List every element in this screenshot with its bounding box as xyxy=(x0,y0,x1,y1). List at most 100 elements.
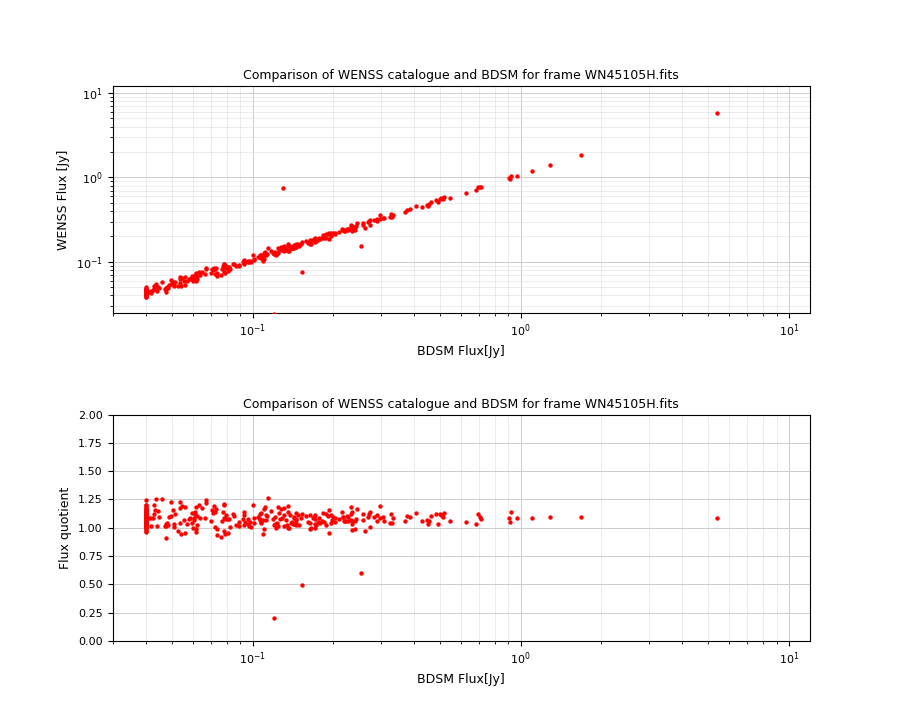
Point xyxy=(259,248,274,259)
Point xyxy=(226,508,240,520)
Point xyxy=(139,287,153,298)
Point xyxy=(146,513,160,524)
Point xyxy=(139,287,153,298)
Point xyxy=(429,194,444,206)
Point xyxy=(139,285,153,297)
Point xyxy=(321,227,336,238)
Point xyxy=(170,281,184,292)
Point xyxy=(308,237,322,248)
Point xyxy=(309,235,323,247)
Point xyxy=(152,511,166,523)
Point xyxy=(139,519,153,531)
Point xyxy=(287,242,302,253)
Point xyxy=(139,518,153,529)
Point xyxy=(139,513,153,525)
Point xyxy=(211,268,225,279)
Point xyxy=(306,511,320,523)
Point xyxy=(419,199,434,210)
Point xyxy=(267,246,282,257)
Point xyxy=(139,516,153,527)
Point xyxy=(257,503,272,515)
Point xyxy=(403,203,418,215)
Point xyxy=(344,221,358,233)
Point xyxy=(139,503,153,514)
Point xyxy=(139,289,153,300)
Point xyxy=(421,518,436,530)
Point xyxy=(281,245,295,256)
Point xyxy=(277,509,292,521)
Point xyxy=(148,493,163,505)
Point xyxy=(272,243,286,255)
Point xyxy=(253,513,267,525)
Point xyxy=(256,255,270,266)
Point xyxy=(340,224,355,235)
Point xyxy=(370,509,384,521)
Point xyxy=(139,289,153,301)
Point xyxy=(403,511,418,523)
Point xyxy=(241,513,256,525)
Point xyxy=(284,242,299,253)
Point xyxy=(373,512,387,523)
Point xyxy=(363,506,377,518)
Point xyxy=(283,240,297,252)
Point xyxy=(279,243,293,255)
Point xyxy=(219,261,233,272)
Point xyxy=(337,511,351,523)
Point xyxy=(422,516,436,527)
Point xyxy=(210,270,224,282)
Point xyxy=(199,494,213,505)
Point xyxy=(151,281,166,292)
Title: Comparison of WENSS catalogue and BDSM for frame WN45105H.fits: Comparison of WENSS catalogue and BDSM f… xyxy=(243,397,680,410)
Point xyxy=(142,513,157,524)
Point xyxy=(139,288,153,300)
Point xyxy=(166,521,181,533)
Point xyxy=(284,516,299,528)
Point xyxy=(223,522,238,534)
Point xyxy=(474,181,489,193)
Point xyxy=(573,150,588,161)
Point xyxy=(287,518,302,530)
Point xyxy=(139,285,153,297)
Point xyxy=(244,256,258,268)
Point xyxy=(231,258,246,270)
Point xyxy=(271,520,285,531)
Point xyxy=(221,266,236,277)
Point xyxy=(206,264,220,276)
Point xyxy=(269,517,284,528)
Point xyxy=(213,269,228,281)
Point xyxy=(350,503,365,515)
Point xyxy=(269,247,284,258)
Point xyxy=(282,522,296,534)
Point xyxy=(139,524,153,536)
Point xyxy=(188,523,202,534)
Point xyxy=(209,262,223,274)
Point xyxy=(139,284,153,296)
Point xyxy=(349,513,364,524)
Point xyxy=(152,282,166,294)
Point xyxy=(525,166,539,177)
Point xyxy=(335,223,349,235)
Point xyxy=(139,285,153,297)
Point xyxy=(424,510,438,522)
Point xyxy=(253,251,267,263)
Point xyxy=(362,215,376,227)
Point xyxy=(282,500,296,511)
Point xyxy=(247,254,261,266)
Point xyxy=(199,497,213,508)
Point xyxy=(383,508,398,520)
Point xyxy=(305,234,320,246)
Point xyxy=(139,288,153,300)
Point xyxy=(139,510,153,522)
Point xyxy=(183,513,197,524)
Point xyxy=(302,237,316,248)
Point xyxy=(209,503,223,515)
Point xyxy=(259,509,274,521)
Point xyxy=(139,285,153,297)
Point xyxy=(279,514,293,526)
Point xyxy=(139,286,153,297)
Point xyxy=(246,249,260,261)
Point xyxy=(139,288,153,300)
Point xyxy=(269,249,284,261)
Point xyxy=(271,501,285,513)
Point xyxy=(139,522,153,534)
